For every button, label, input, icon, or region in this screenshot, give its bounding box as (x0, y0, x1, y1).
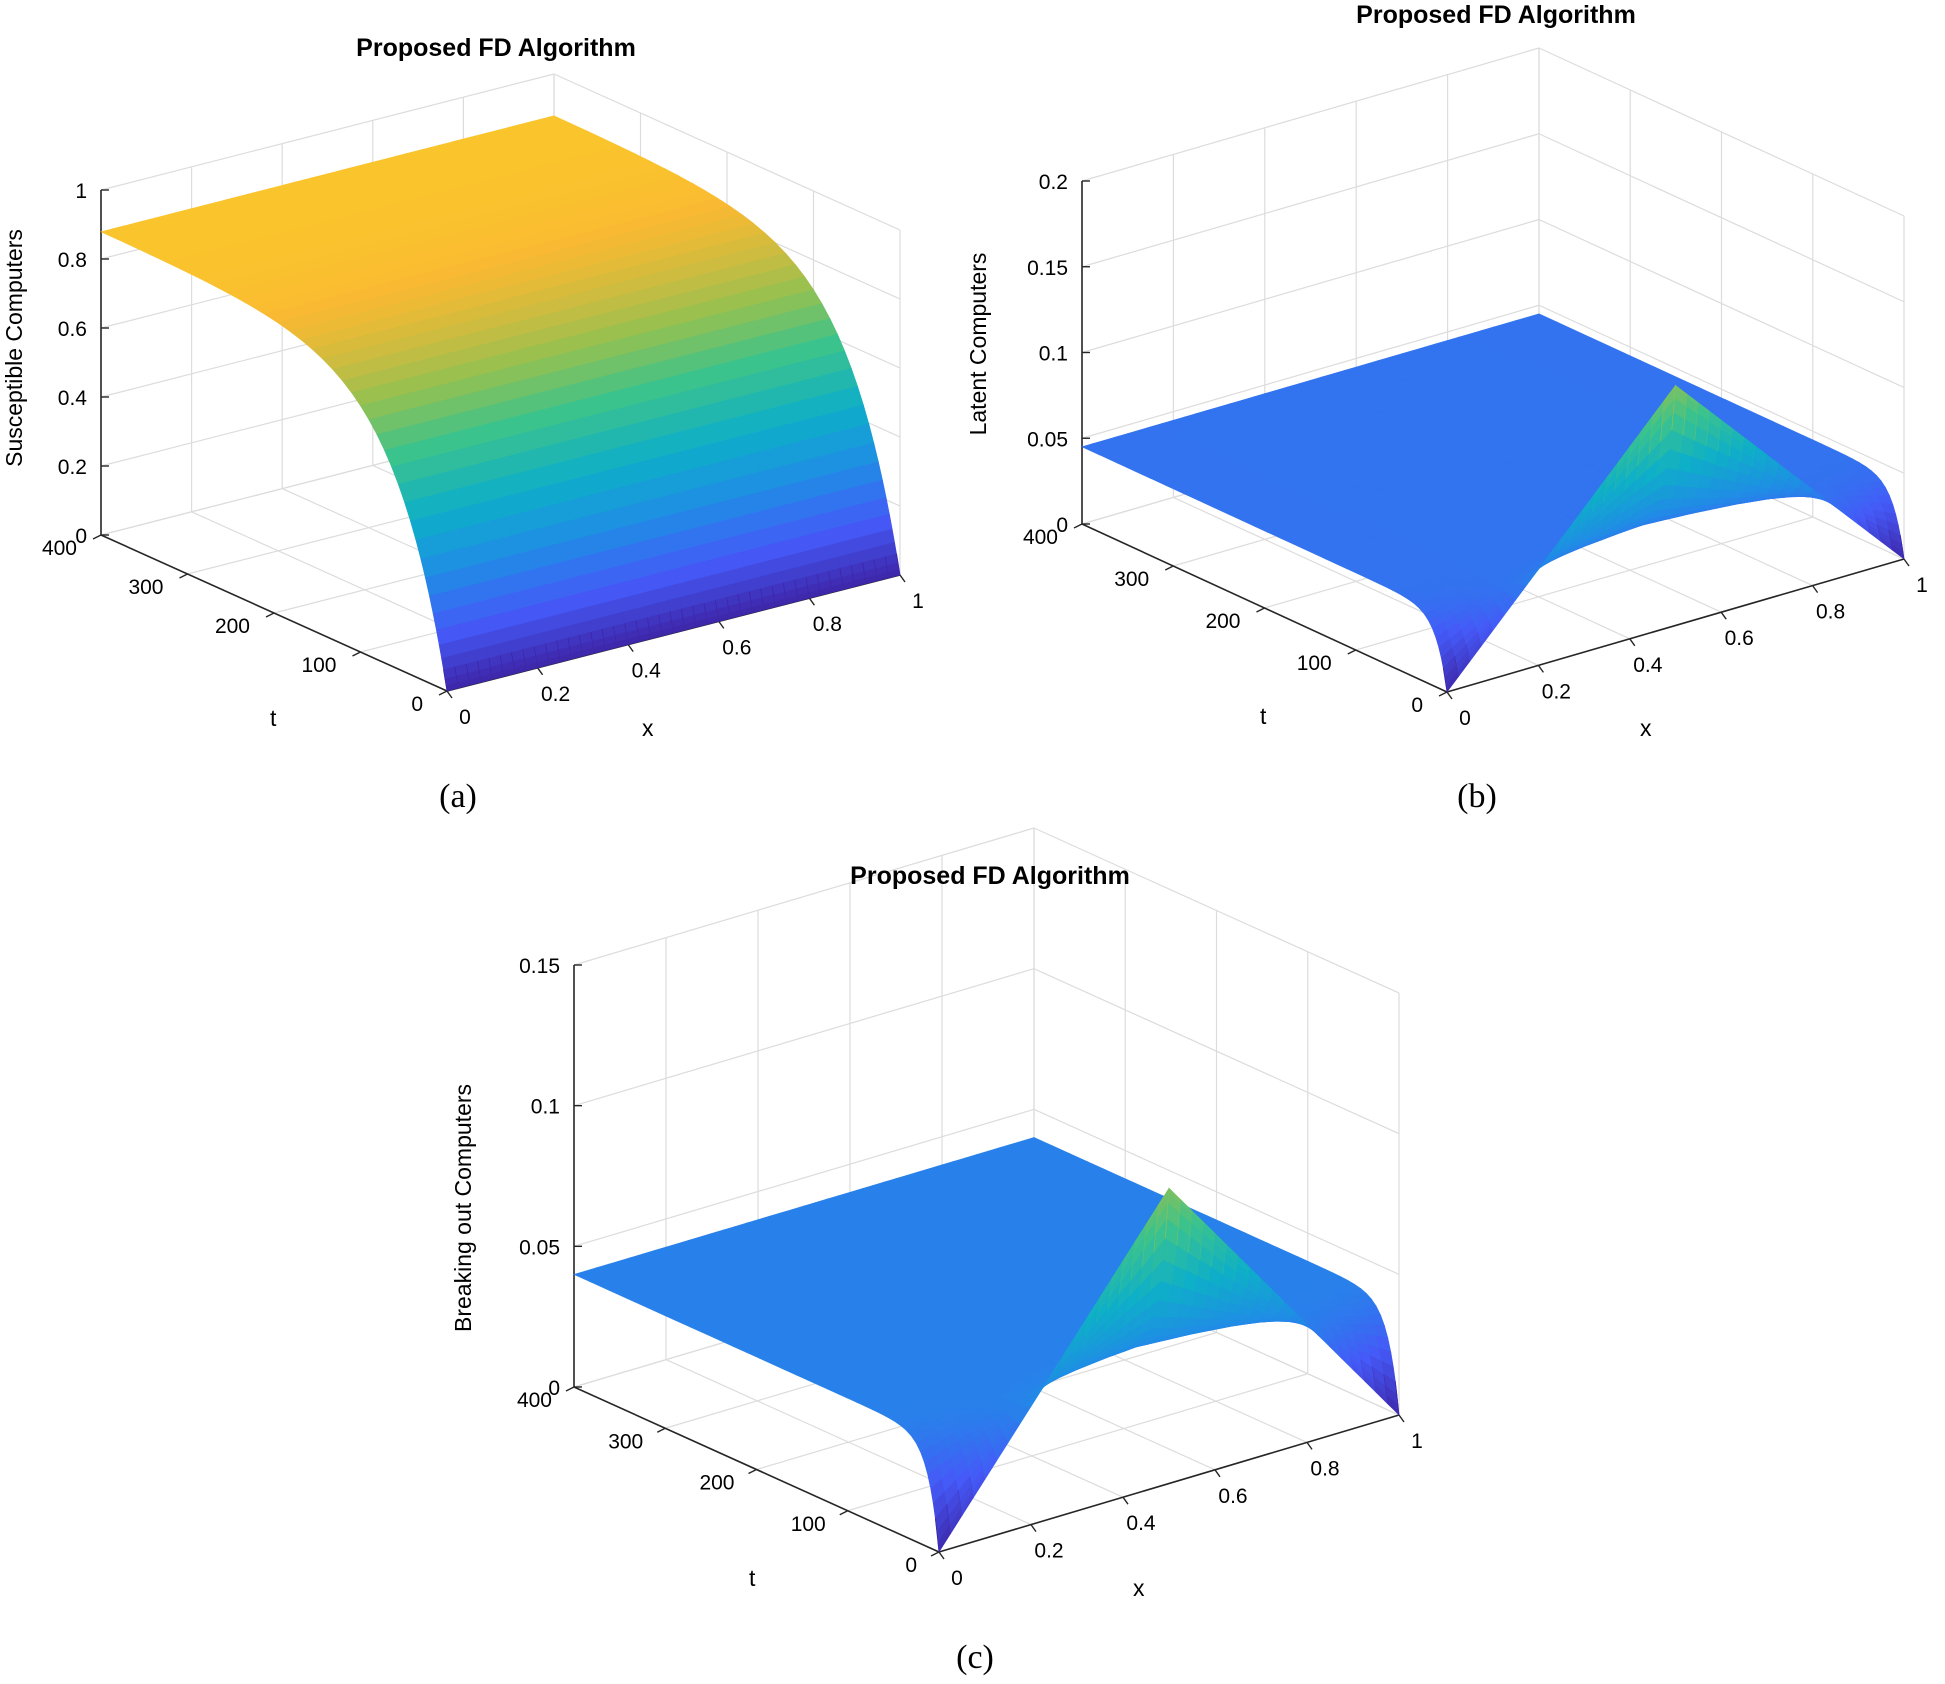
surface-b (1081, 313, 1905, 693)
panel-label-b: (b) (1457, 778, 1497, 815)
z-tick-label: 0.2 (1039, 171, 1068, 194)
x-tick-label: 0.8 (813, 613, 842, 636)
x-tick (537, 667, 544, 676)
x-tick (1306, 1441, 1313, 1450)
t-tick-label: 200 (215, 615, 250, 638)
t-tick-label: 0 (1411, 694, 1423, 717)
t-axis-label-a: t (270, 705, 277, 731)
x-tick (718, 620, 725, 629)
t-tick (438, 690, 448, 696)
z-tick-label: 0.8 (58, 249, 87, 272)
x-tick (1537, 664, 1544, 673)
grid-line (573, 827, 1035, 966)
surface-patch (877, 513, 893, 533)
grid-line (100, 73, 555, 191)
z-tick-label: 0 (1056, 514, 1068, 537)
t-tick-label: 400 (1023, 526, 1058, 549)
x-axis-label-b: x (1640, 715, 1652, 741)
z-tick-label: 0.1 (1039, 343, 1068, 366)
x-tick-label: 0.2 (541, 683, 570, 706)
x-tick-label: 0 (459, 706, 471, 729)
x-tick (938, 1551, 945, 1560)
t-tick (352, 651, 361, 657)
x-tick (1214, 1469, 1221, 1478)
z-tick-label: 0.2 (58, 456, 87, 479)
x-tick-label: 0 (1459, 707, 1471, 730)
z-tick-label: 0.4 (58, 387, 88, 410)
panel-b: 00.20.40.60.81010020030040000.050.10.150… (965, 1, 1928, 815)
t-tick (1438, 691, 1448, 697)
x-tick-label: 1 (1916, 574, 1928, 597)
t-tick (1256, 607, 1265, 613)
t-tick-label: 100 (1297, 652, 1332, 675)
panel-c: 00.20.40.60.81010020030040000.050.10.15 … (450, 827, 1423, 1676)
x-tick (1446, 691, 1453, 700)
grid-line (573, 968, 1035, 1107)
grid-line (1081, 133, 1540, 268)
t-tick (179, 573, 188, 579)
z-tick-label: 0.15 (1027, 257, 1068, 280)
t-tick (748, 1468, 757, 1475)
x-tick-label: 0.6 (1725, 627, 1754, 650)
t-tick (839, 1510, 849, 1516)
x-tick (1903, 558, 1910, 567)
t-tick (1164, 565, 1174, 571)
chart-title-a: Proposed FD Algorithm (356, 34, 636, 62)
x-tick-label: 1 (912, 590, 924, 613)
x-tick (627, 644, 634, 653)
grid-line (1081, 47, 1540, 182)
x-tick (446, 690, 453, 699)
t-tick (1347, 649, 1357, 655)
t-tick (565, 1386, 575, 1392)
x-tick (1629, 638, 1636, 647)
z-axis-label-a: Susceptible Computers (1, 229, 27, 467)
x-tick (808, 597, 815, 606)
chart-title-b: Proposed FD Algorithm (1356, 1, 1636, 29)
t-tick (92, 534, 102, 540)
x-tick (1122, 1496, 1129, 1505)
surface-c (573, 1137, 1400, 1553)
x-tick (899, 574, 906, 583)
x-tick-label: 0.4 (1633, 654, 1663, 677)
t-tick (656, 1427, 666, 1433)
t-tick-label: 400 (42, 537, 77, 560)
x-tick-label: 0.4 (632, 660, 662, 683)
t-tick (265, 612, 275, 618)
x-tick-label: 0.6 (722, 636, 751, 659)
t-tick (1073, 523, 1083, 529)
x-tick (1398, 1414, 1405, 1423)
x-tick (1030, 1524, 1037, 1533)
x-tick (1812, 585, 1819, 594)
x-tick-label: 0.2 (1542, 680, 1571, 703)
z-axis-label-b: Latent Computers (965, 253, 991, 436)
x-tick (1720, 611, 1727, 620)
z-tick-label: 0 (75, 525, 87, 548)
surface-a (100, 115, 901, 692)
t-tick-label: 0 (411, 693, 423, 716)
z-tick-label: 0.6 (58, 318, 87, 341)
t-tick-label: 100 (301, 654, 336, 677)
t-tick-label: 300 (128, 576, 163, 599)
z-tick-label: 0.05 (1027, 428, 1068, 451)
z-tick-label: 1 (75, 180, 87, 203)
grid-line (1081, 218, 1540, 354)
t-tick-label: 300 (1114, 568, 1149, 591)
panel-label-a: (a) (439, 778, 477, 815)
t-tick-label: 200 (1205, 610, 1240, 633)
t-axis-label-b: t (1260, 703, 1267, 729)
grid-line (553, 73, 901, 231)
x-tick-label: 0.8 (1816, 601, 1845, 624)
t-tick (930, 1551, 940, 1557)
panel-a: 00.20.40.60.81010020030040000.20.40.60.8… (1, 34, 924, 815)
x-axis-label-a: x (642, 715, 654, 741)
